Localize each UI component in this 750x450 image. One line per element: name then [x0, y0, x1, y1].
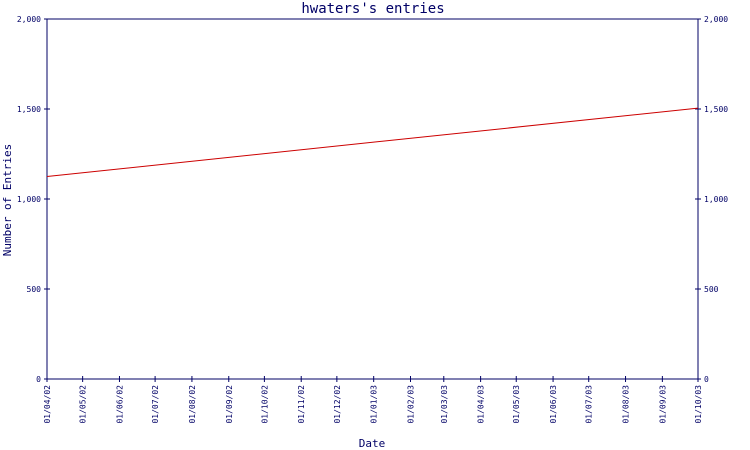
x-tick-label: 01/09/03 [658, 385, 667, 424]
y-tick-label-left: 1,500 [17, 105, 41, 114]
x-tick-label: 01/07/03 [585, 385, 594, 424]
x-tick-label: 01/12/02 [333, 385, 342, 424]
y-tick-label-right: 1,000 [704, 195, 728, 204]
y-tick-label-left: 500 [27, 285, 42, 294]
y-tick-label-left: 0 [36, 375, 41, 384]
x-tick-label: 01/04/03 [477, 385, 486, 424]
y-tick-label-right: 2,000 [704, 15, 728, 24]
x-tick-label: 01/09/02 [225, 385, 234, 424]
x-tick-label: 01/06/02 [115, 385, 124, 424]
y-axis-label: Number of Entries [1, 144, 14, 257]
x-tick-label: 01/08/02 [188, 385, 197, 424]
y-tick-label-right: 500 [704, 285, 719, 294]
y-tick-label-left: 1,000 [17, 195, 41, 204]
series-line [46, 107, 699, 177]
x-tick-label: 01/10/02 [260, 385, 269, 424]
y-tick-label-left: 2,000 [17, 15, 41, 24]
x-tick-label: 01/05/02 [79, 385, 88, 424]
plot-frame [46, 18, 699, 380]
x-tick-label: 01/03/03 [440, 385, 449, 424]
chart-title: hwaters's entries [301, 1, 444, 17]
x-tick-label: 01/08/03 [622, 385, 631, 424]
y-tick-label-right: 1,500 [704, 105, 728, 114]
x-axis-label: Date [359, 437, 386, 450]
x-tick-label: 01/05/03 [512, 385, 521, 424]
x-tick-label: 01/04/02 [43, 385, 52, 424]
x-tick-label: 01/11/02 [297, 385, 306, 424]
x-tick-label: 01/07/02 [151, 385, 160, 424]
x-tick-label: 01/10/03 [694, 385, 703, 424]
x-tick-label: 01/02/03 [407, 385, 416, 424]
y-tick-label-right: 0 [704, 375, 709, 384]
x-tick-label: 01/01/03 [370, 385, 379, 424]
x-tick-label: 01/06/03 [549, 385, 558, 424]
